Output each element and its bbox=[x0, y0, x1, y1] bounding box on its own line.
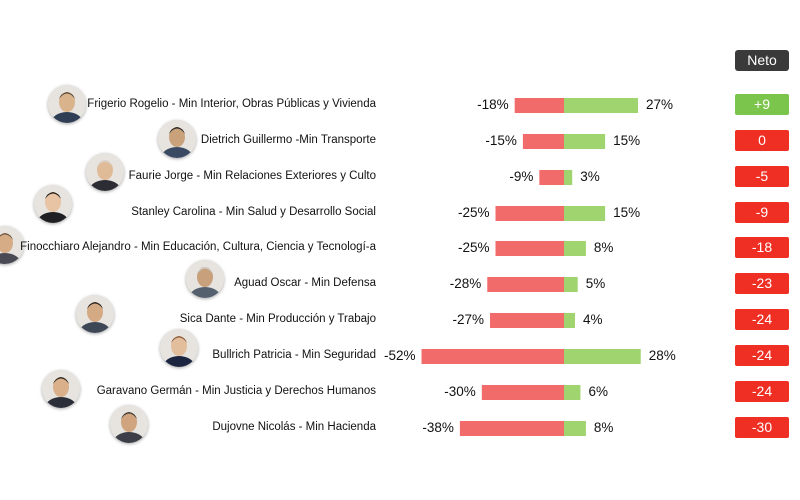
bar-group bbox=[495, 241, 586, 256]
negative-bar bbox=[522, 134, 564, 149]
positive-bar bbox=[564, 241, 586, 256]
net-value-badge: -30 bbox=[735, 417, 789, 438]
net-value-badge: -23 bbox=[735, 273, 789, 294]
positive-value-label: 27% bbox=[645, 97, 673, 112]
positive-value-label: 15% bbox=[613, 205, 641, 220]
negative-bar bbox=[495, 206, 564, 221]
minister-label: Frigerio Rogelio - Min Interior, Obras P… bbox=[87, 98, 376, 110]
avatar bbox=[34, 185, 72, 223]
negative-value-label: -18% bbox=[477, 97, 509, 112]
negative-bar bbox=[539, 170, 564, 185]
positive-value-label: 6% bbox=[588, 384, 608, 399]
avatar bbox=[110, 405, 148, 443]
chart-row: Dujovne Nicolás - Min Hacienda -38% 8% -30 bbox=[0, 405, 800, 447]
bar-group bbox=[495, 206, 606, 221]
negative-value-label: -28% bbox=[449, 276, 482, 291]
negative-value-label: -30% bbox=[444, 384, 476, 399]
chart-row: Aguad Oscar - Min Defensa -28% 5% -23 bbox=[0, 260, 800, 303]
positive-value-label: 28% bbox=[648, 348, 676, 363]
positive-value-label: 15% bbox=[613, 133, 641, 148]
positive-bar bbox=[564, 170, 573, 185]
positive-bar bbox=[564, 313, 575, 328]
avatar bbox=[42, 370, 80, 408]
minister-label: Faurie Jorge - Min Relaciones Exteriores… bbox=[128, 170, 376, 182]
avatar bbox=[158, 120, 196, 158]
chart-row: Stanley Carolina - Min Salud y Desarroll… bbox=[0, 185, 800, 232]
minister-label: Bullrich Patricia - Min Seguridad bbox=[212, 349, 376, 361]
avatar bbox=[48, 85, 86, 123]
positive-bar bbox=[564, 385, 581, 400]
bar-group bbox=[514, 98, 638, 113]
net-value-badge: -24 bbox=[735, 345, 789, 366]
net-value-badge: 0 bbox=[735, 130, 789, 151]
positive-bar bbox=[564, 134, 606, 149]
negative-value-label: -52% bbox=[384, 348, 416, 363]
positive-value-label: 8% bbox=[593, 420, 614, 435]
net-column-header: Neto bbox=[735, 50, 789, 71]
bar-group bbox=[522, 134, 606, 149]
positive-bar bbox=[564, 98, 638, 113]
negative-bar bbox=[421, 349, 564, 364]
bar-group bbox=[539, 170, 573, 185]
negative-bar bbox=[487, 277, 564, 292]
chart-row: Faurie Jorge - Min Relaciones Exteriores… bbox=[0, 153, 800, 196]
bar-group bbox=[481, 385, 581, 400]
minister-label: Sica Dante - Min Producción y Trabajo bbox=[179, 313, 376, 325]
net-value-badge: -24 bbox=[735, 381, 789, 402]
minister-label: Dujovne Nicolás - Min Hacienda bbox=[212, 421, 376, 433]
negative-value-label: -27% bbox=[452, 312, 485, 327]
minister-label: Finocchiaro Alejandro - Min Educación, C… bbox=[20, 241, 376, 253]
chart-row: Dietrich Guillermo -Min Transporte -15% 15… bbox=[0, 120, 800, 160]
positive-value-label: 5% bbox=[585, 276, 606, 291]
avatar bbox=[186, 260, 224, 298]
bar-group bbox=[487, 277, 578, 292]
positive-value-label: 3% bbox=[580, 169, 600, 184]
positive-bar bbox=[564, 349, 641, 364]
negative-value-label: -38% bbox=[422, 420, 454, 435]
chart-row: Frigerio Rogelio - Min Interior, Obras P… bbox=[0, 85, 800, 124]
positive-bar bbox=[564, 206, 606, 221]
positive-bar bbox=[564, 277, 578, 292]
net-value-badge: -24 bbox=[735, 309, 789, 330]
chart-row: Garavano Germán - Min Justicia y Derecho… bbox=[0, 370, 800, 411]
negative-bar bbox=[481, 385, 564, 400]
negative-bar bbox=[459, 421, 564, 436]
minister-label: Dietrich Guillermo -Min Transporte bbox=[200, 134, 376, 146]
bar-group bbox=[421, 349, 641, 364]
negative-value-label: -9% bbox=[509, 169, 534, 184]
negative-value-label: -25% bbox=[457, 205, 490, 220]
net-value-badge: +9 bbox=[735, 94, 789, 115]
avatar bbox=[160, 329, 198, 367]
net-value-badge: -9 bbox=[735, 202, 789, 223]
chart-row: Bullrich Patricia - Min Seguridad -52% 28%… bbox=[0, 329, 800, 375]
positive-bar bbox=[564, 421, 586, 436]
minister-label: Garavano Germán - Min Justicia y Derecho… bbox=[96, 385, 376, 397]
chart-row: Sica Dante - Min Producción y Trabajo -27… bbox=[0, 295, 800, 339]
negative-value-label: -15% bbox=[485, 133, 517, 148]
positive-value-label: 8% bbox=[593, 240, 614, 255]
bar-group bbox=[490, 313, 575, 328]
avatar bbox=[86, 153, 124, 191]
minister-label: Aguad Oscar - Min Defensa bbox=[234, 277, 376, 289]
positive-value-label: 4% bbox=[582, 312, 603, 327]
negative-bar bbox=[514, 98, 564, 113]
chart-row: Finocchiaro Alejandro - Min Educación, C… bbox=[0, 226, 800, 267]
net-value-badge: -18 bbox=[735, 237, 789, 258]
negative-bar bbox=[490, 313, 564, 328]
negative-bar bbox=[495, 241, 564, 256]
avatar bbox=[76, 295, 114, 333]
net-value-badge: -5 bbox=[735, 166, 789, 187]
minister-label: Stanley Carolina - Min Salud y Desarroll… bbox=[131, 206, 376, 218]
bar-group bbox=[459, 421, 586, 436]
negative-value-label: -25% bbox=[457, 240, 490, 255]
